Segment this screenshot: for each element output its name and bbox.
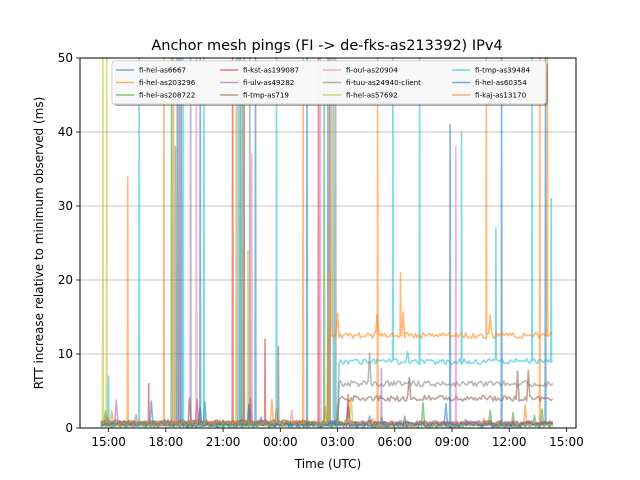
x-tick-label: 06:00: [377, 435, 412, 449]
x-tick-label: 21:00: [206, 435, 241, 449]
plot-area: [100, 57, 554, 429]
series-line-fi-kaj-as13170: [100, 57, 554, 426]
x-tick-label: 15:00: [91, 435, 126, 449]
y-axis: 0 10 20 30 40 50: [58, 51, 80, 435]
series-line-fi-hel-as60354: [100, 57, 553, 428]
y-tick-label: 50: [58, 51, 73, 65]
y-tick-label: 10: [58, 347, 73, 361]
legend-label: fi-tuu-as24940-client: [346, 78, 421, 87]
legend[interactable]: fi-hel-as6667 fi-hel-as203296 fi-hel-as208…: [111, 60, 548, 106]
y-tick-label: 40: [58, 125, 73, 139]
x-tick-label: 12:00: [492, 435, 527, 449]
y-axis-label: RTT increase relative to minimum observe…: [32, 97, 46, 390]
plot-frame: [79, 57, 577, 429]
legend-label: fi-kaj-as13170: [475, 91, 527, 100]
y-tick-label: 30: [58, 199, 73, 213]
legend-label: fi-ulv-as49282: [243, 78, 294, 87]
y-tick-label: 0: [65, 421, 73, 435]
legend-label: fi-tmp-as719: [243, 91, 289, 100]
x-tick-label: 09:00: [435, 435, 470, 449]
legend-label: fi-kst-as199087: [243, 66, 299, 75]
x-tick-label: 03:00: [320, 435, 355, 449]
x-axis-label: Time (UTC): [294, 457, 361, 471]
chart-title: Anchor mesh pings (FI -> de-fks-as213392…: [151, 38, 502, 54]
x-tick-label: 00:00: [263, 435, 298, 449]
y-tick-label: 20: [58, 273, 73, 287]
legend-label: fi-hel-as60354: [475, 78, 527, 87]
x-axis: 15:00 18:00 21:00 00:00 03:00 06:00 09:00 12:00…: [91, 428, 584, 449]
legend-label: fi-hel-as6667: [139, 66, 186, 75]
legend-label: fi-hel-as57692: [346, 91, 398, 100]
legend-label: fi-hel-as203296: [139, 78, 196, 87]
x-tick-label: 15:00: [549, 435, 584, 449]
legend-label: fi-oul-as20904: [346, 66, 398, 75]
x-tick-label: 18:00: [149, 435, 184, 449]
legend-label: fi-hel-as208722: [139, 91, 195, 100]
legend-label: fi-tmp-as39484: [475, 66, 531, 75]
